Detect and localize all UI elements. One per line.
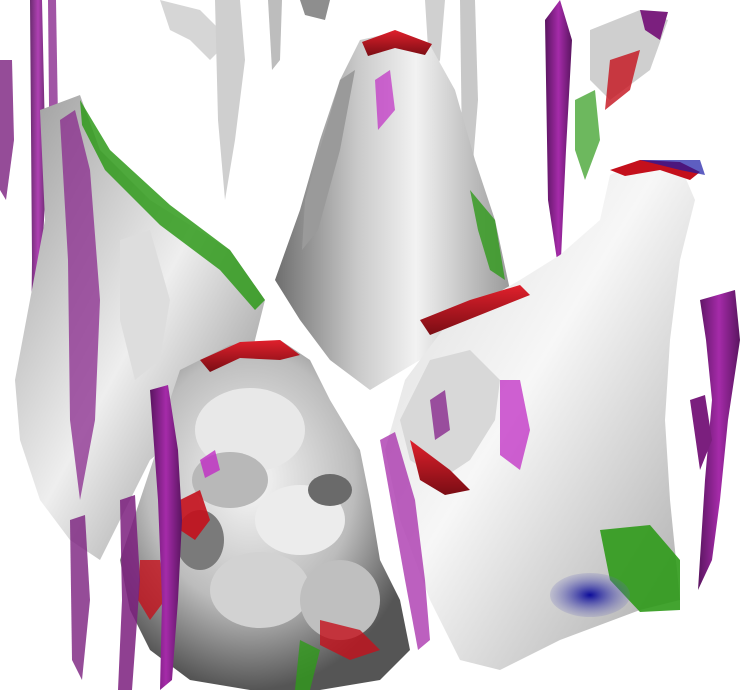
front-blob-cluster xyxy=(120,340,410,690)
right-sheet xyxy=(385,160,705,670)
background-filaments xyxy=(0,0,740,590)
left-sheet xyxy=(15,95,265,560)
foreground-filaments xyxy=(70,385,712,690)
central-peak xyxy=(275,30,510,390)
